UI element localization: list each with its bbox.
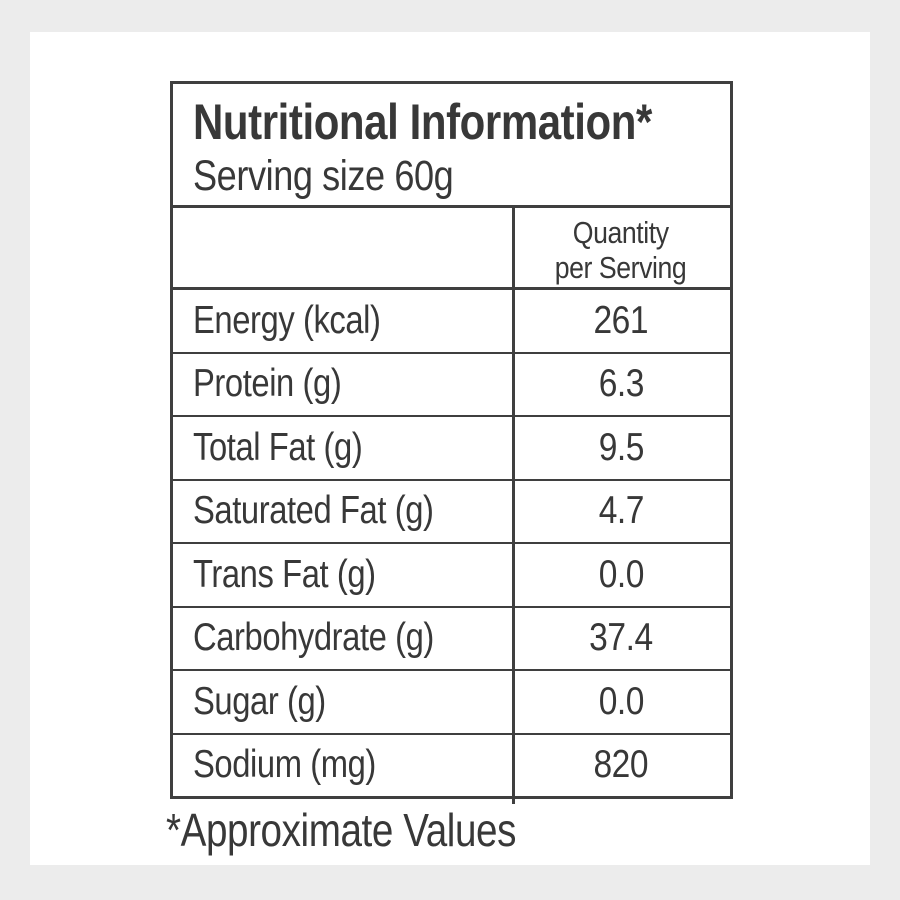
table-body: Energy (kcal) 261 Protein (g) 6.3 Total …	[173, 290, 730, 796]
row-label: Protein (g)	[193, 362, 342, 406]
serving-size: Serving size 60g	[193, 152, 730, 200]
row-label-cell: Trans Fat (g)	[173, 553, 512, 597]
header-quantity-cell: Quantity per Serving	[512, 208, 730, 287]
row-value-cell: 6.3	[512, 362, 730, 406]
row-label-cell: Sodium (mg)	[173, 743, 512, 787]
row-label: Total Fat (g)	[193, 425, 363, 469]
row-label: Trans Fat (g)	[193, 552, 376, 596]
footnote: *Approximate Values	[166, 802, 583, 858]
row-value: 820	[593, 743, 649, 787]
row-label: Energy (kcal)	[193, 298, 381, 342]
row-value-cell: 4.7	[512, 489, 730, 533]
row-label: Sodium (mg)	[193, 743, 376, 787]
table-row: Protein (g) 6.3	[173, 351, 730, 416]
row-label-cell: Saturated Fat (g)	[173, 489, 512, 533]
row-label: Sugar (g)	[193, 679, 326, 723]
header-empty-cell	[173, 208, 512, 287]
row-value-cell: 261	[512, 299, 730, 343]
row-value-cell: 9.5	[512, 426, 730, 470]
row-value-cell: 0.0	[512, 553, 730, 597]
row-value: 37.4	[589, 616, 653, 660]
row-value: 261	[593, 298, 649, 342]
table-row: Total Fat (g) 9.5	[173, 415, 730, 479]
row-label-cell: Protein (g)	[173, 362, 512, 406]
table-header-row: Quantity per Serving	[173, 208, 730, 290]
table-row: Saturated Fat (g) 4.7	[173, 478, 730, 543]
column-divider	[512, 208, 515, 804]
header-quantity-line1: Quantity	[573, 215, 669, 250]
row-value-cell: 0.0	[512, 680, 730, 724]
row-label-cell: Energy (kcal)	[173, 299, 512, 343]
row-value-cell: 820	[512, 743, 730, 787]
table-row: Sugar (g) 0.0	[173, 669, 730, 733]
table-title: Nutritional Information*	[193, 92, 730, 152]
table-title-text: Nutritional Information*	[193, 94, 652, 150]
row-value: 0.0	[598, 552, 644, 596]
table-row: Trans Fat (g) 0.0	[173, 542, 730, 606]
row-label-cell: Sugar (g)	[173, 680, 512, 724]
row-label-cell: Total Fat (g)	[173, 426, 512, 470]
row-value-cell: 37.4	[512, 616, 730, 660]
row-value: 4.7	[598, 489, 644, 533]
nutrition-table: Nutritional Information* Serving size 60…	[170, 81, 733, 804]
footnote-text: *Approximate Values	[166, 804, 516, 856]
row-value: 0.0	[598, 679, 644, 723]
row-label: Carbohydrate (g)	[193, 616, 434, 660]
table-row: Carbohydrate (g) 37.4	[173, 605, 730, 670]
table-title-block: Nutritional Information* Serving size 60…	[173, 84, 730, 208]
row-value: 9.5	[598, 425, 644, 469]
row-value: 6.3	[598, 362, 644, 406]
serving-size-text: Serving size 60g	[193, 152, 454, 200]
table-row: Sodium (mg) 820	[173, 732, 730, 797]
row-label-cell: Carbohydrate (g)	[173, 616, 512, 660]
nutrition-label-card: Nutritional Information* Serving size 60…	[30, 32, 870, 865]
header-quantity-line2: per Serving	[555, 250, 687, 285]
table-row: Energy (kcal) 261	[173, 290, 730, 352]
row-label: Saturated Fat (g)	[193, 489, 434, 533]
